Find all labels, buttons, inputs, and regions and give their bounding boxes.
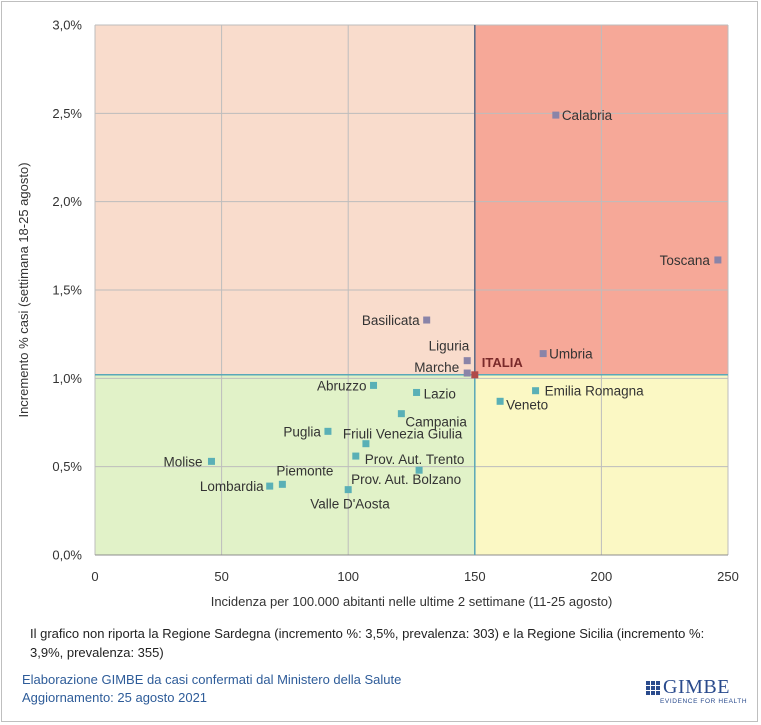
- point-prov-aut-bolzano: [415, 466, 423, 474]
- y-tick-label: 1,5%: [52, 283, 82, 298]
- point-label-friuli-venezia-giulia: Friuli Venezia Giulia: [343, 427, 463, 442]
- y-tick-label: 3,0%: [52, 18, 82, 33]
- gimbe-logo: GIMBE EVIDENCE FOR HEALTH: [646, 676, 747, 710]
- point-label-veneto: Veneto: [506, 397, 548, 412]
- point-label-abruzzo: Abruzzo: [317, 378, 367, 393]
- point-label-puglia: Puglia: [283, 424, 321, 439]
- reference-lines: [95, 25, 728, 555]
- y-tick-label: 2,0%: [52, 194, 82, 209]
- point-valle-d-aosta: [344, 486, 352, 494]
- point-marche: [463, 369, 471, 377]
- y-tick-label: 1,0%: [52, 371, 82, 386]
- point-label-molise: Molise: [163, 454, 202, 469]
- scatter-chart: 0,0% 0,5% 1,0% 1,5% 2,0% 2,5% 3,0% 0 50 100 150 20…: [16, 18, 739, 610]
- point-label-lombardia: Lombardia: [200, 479, 264, 494]
- y-axis-title: Incremento % casi (settimana 18-25 agost…: [16, 162, 31, 417]
- point-campania: [397, 410, 405, 418]
- data-points: Calabria Toscana Basilicata Umbria Liguria Ma…: [163, 108, 722, 512]
- logo-tagline: EVIDENCE FOR HEALTH: [660, 698, 748, 705]
- point-basilicata: [423, 316, 431, 324]
- point-lombardia: [266, 482, 274, 490]
- x-axis-title: Incidenza per 100.000 abitanti nelle ult…: [211, 594, 613, 609]
- point-friuli-venezia-giulia: [362, 440, 370, 448]
- point-abruzzo: [370, 381, 378, 389]
- y-tick-label: 2,5%: [52, 106, 82, 121]
- x-tick-label: 150: [464, 569, 486, 584]
- point-label-prov-aut-bolzano: Prov. Aut. Bolzano: [351, 472, 461, 487]
- logo-grid-icon: [646, 680, 660, 695]
- point-umbria: [539, 350, 547, 358]
- point-label-marche: Marche: [414, 360, 459, 375]
- logo-text: GIMBE: [663, 676, 730, 698]
- point-lazio: [413, 388, 421, 396]
- y-tick-labels: 0,0% 0,5% 1,0% 1,5% 2,0% 2,5% 3,0%: [52, 18, 82, 563]
- y-tick-label: 0,0%: [52, 548, 82, 563]
- point-veneto: [496, 397, 504, 405]
- x-tick-label: 100: [337, 569, 359, 584]
- point-label-campania: Campania: [405, 415, 467, 430]
- update-line: Aggiornamento: 25 agosto 2021: [22, 690, 208, 705]
- point-emilia-romagna: [532, 387, 540, 395]
- x-tick-labels: 0 50 100 150 200 250: [91, 569, 738, 584]
- point-label-liguria: Liguria: [429, 339, 470, 354]
- x-tick-label: 200: [591, 569, 613, 584]
- point-label-emilia-romagna: Emilia Romagna: [545, 384, 645, 399]
- point-label-prov-aut-trento: Prov. Aut. Trento: [365, 452, 465, 467]
- point-label-valle-d-aosta: Valle D'Aosta: [310, 497, 390, 512]
- point-label-toscana: Toscana: [660, 253, 711, 268]
- point-label-umbria: Umbria: [549, 347, 593, 362]
- x-tick-label: 0: [91, 569, 98, 584]
- x-tick-label: 50: [214, 569, 228, 584]
- source-line: Elaborazione GIMBE da casi confermati da…: [22, 672, 402, 687]
- point-italia: [471, 371, 479, 379]
- point-toscana: [714, 256, 722, 264]
- point-label-calabria: Calabria: [562, 108, 613, 123]
- point-piemonte: [278, 480, 286, 488]
- point-molise: [207, 457, 215, 465]
- footnote: Il grafico non riporta la Regione Sardeg…: [30, 626, 705, 660]
- point-label-basilicata: Basilicata: [362, 313, 420, 328]
- point-calabria: [552, 111, 560, 119]
- quadrant-top-left: [95, 25, 475, 375]
- point-puglia: [324, 427, 332, 435]
- quadrant-bottom-left: [95, 374, 475, 555]
- point-label-lazio: Lazio: [424, 386, 456, 401]
- gridlines: [94, 24, 729, 556]
- y-tick-label: 0,5%: [52, 459, 82, 474]
- point-label-italia: ITALIA: [482, 355, 524, 370]
- point-label-piemonte: Piemonte: [276, 463, 333, 478]
- point-prov-aut-trento: [352, 452, 360, 460]
- point-liguria: [463, 357, 471, 365]
- x-tick-label: 250: [717, 569, 739, 584]
